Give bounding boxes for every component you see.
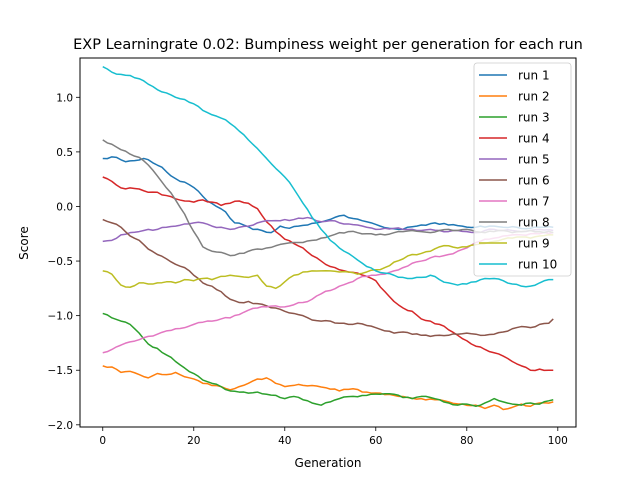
legend-entry: run 9 xyxy=(518,237,550,251)
x-tick-label: 60 xyxy=(369,435,382,447)
y-tick-label: 1.0 xyxy=(56,92,73,104)
x-axis-label: Generation xyxy=(295,456,362,470)
y-tick-label: −0.5 xyxy=(48,256,74,268)
x-tick-label: 0 xyxy=(99,435,106,447)
legend-entry: run 1 xyxy=(518,69,550,83)
x-axis-ticks: 0 20 40 60 80 100 xyxy=(99,427,568,447)
x-tick-label: 100 xyxy=(548,435,568,447)
series-line-3 xyxy=(102,312,554,408)
legend-entry: run 4 xyxy=(518,132,550,146)
series-line-6 xyxy=(102,218,554,338)
legend-entry: run 10 xyxy=(518,258,557,272)
chart-title: EXP Learningrate 0.02: Bumpiness weight … xyxy=(73,37,583,53)
y-tick-label: 0.5 xyxy=(56,147,73,159)
legend-entry: run 7 xyxy=(518,195,550,209)
x-tick-label: 40 xyxy=(278,435,291,447)
series-line-4 xyxy=(102,176,554,372)
x-tick-label: 80 xyxy=(460,435,473,447)
legend-entry: run 6 xyxy=(518,174,550,188)
x-tick-label: 20 xyxy=(187,435,200,447)
y-tick-label: −2.0 xyxy=(48,420,74,432)
plot-lines xyxy=(102,66,554,411)
legend-entry: run 2 xyxy=(518,90,550,104)
y-tick-label: 0.0 xyxy=(56,201,73,213)
y-axis-ticks: −2.0 −1.5 −1.0 −0.5 0.0 0.5 1.0 xyxy=(48,92,80,432)
legend: run 1 run 2 run 3 run 4 run 5 run 6 run 7 run 8… xyxy=(473,62,572,277)
y-axis-label: Score xyxy=(17,226,31,260)
legend-entry: run 5 xyxy=(518,153,550,167)
legend-entry: run 8 xyxy=(518,216,550,230)
series-line-10 xyxy=(102,66,554,288)
legend-entry: run 3 xyxy=(518,111,550,125)
plot-frame xyxy=(79,57,577,428)
y-tick-label: −1.0 xyxy=(48,311,74,323)
y-tick-label: −1.5 xyxy=(48,365,74,377)
